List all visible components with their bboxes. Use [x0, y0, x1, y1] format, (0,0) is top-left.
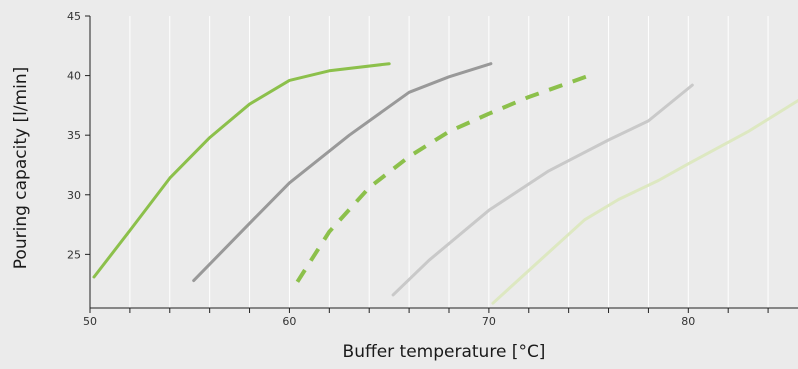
- tick-labels: 25 30 35 40 45 50 60 70 80: [67, 10, 695, 328]
- y-tick-label: 35: [67, 129, 81, 142]
- grid: [129, 16, 769, 308]
- x-tick-label: 70: [482, 315, 496, 328]
- series-line-2: [192, 62, 493, 283]
- series-line-4: [391, 83, 694, 297]
- y-tick-label: 25: [67, 248, 81, 261]
- y-tick-label: 30: [67, 189, 81, 202]
- x-axis-title: Buffer temperature [°C]: [343, 342, 546, 362]
- series-line-1: [92, 62, 391, 279]
- series-line-3: [295, 72, 594, 283]
- series-line-5: [491, 99, 798, 305]
- y-tick-label: 45: [67, 10, 81, 23]
- y-tick-label: 40: [67, 70, 81, 83]
- x-tick-label: 80: [681, 315, 695, 328]
- x-tick-label: 60: [282, 315, 296, 328]
- y-axis-title: Pouring capacity [l/min]: [11, 67, 31, 269]
- axes: [85, 15, 798, 313]
- series-group: [92, 62, 798, 305]
- x-tick-label: 50: [83, 315, 97, 328]
